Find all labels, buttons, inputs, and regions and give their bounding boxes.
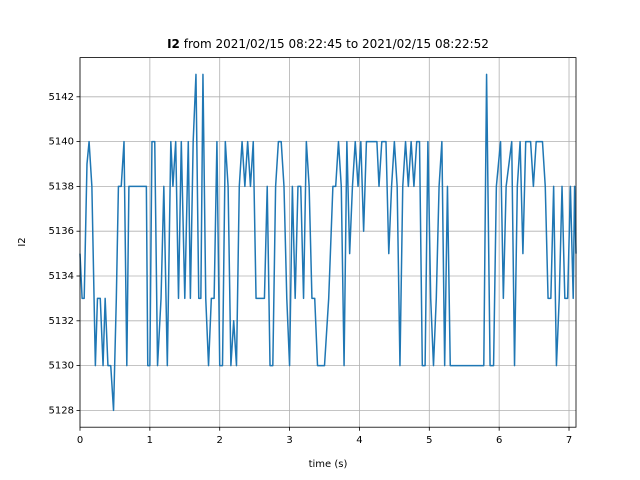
x-tick-label: 4: [356, 435, 362, 446]
x-tick-label: 0: [77, 435, 83, 446]
y-tick-label: 5142: [49, 92, 74, 103]
y-axis-label: I2: [17, 237, 28, 246]
plot-frame: [79, 57, 577, 428]
x-tick-label: 3: [286, 435, 292, 446]
x-axis-label: time (s): [309, 459, 348, 470]
y-tick-label: 5134: [49, 271, 74, 282]
chart-title: I2 from 2021/02/15 08:22:45 to 2021/02/1…: [167, 37, 489, 51]
x-tick-label: 2: [217, 435, 223, 446]
y-tick-label: 5136: [49, 226, 74, 237]
title-range: from 2021/02/15 08:22:45 to 2021/02/15 0…: [184, 37, 489, 51]
title-name: I2: [167, 37, 180, 51]
x-tick-label: 1: [147, 435, 153, 446]
x-tick-label: 5: [426, 435, 432, 446]
data-line: [79, 73, 577, 412]
y-tick-label: 5132: [49, 316, 74, 327]
y-tick-label: 5130: [49, 361, 74, 372]
y-tick-label: 5128: [49, 405, 74, 416]
x-tick-label: 6: [496, 435, 502, 446]
x-tick-label: 7: [566, 435, 572, 446]
y-tick-label: 5138: [49, 181, 74, 192]
y-tick-label: 5140: [49, 137, 74, 148]
